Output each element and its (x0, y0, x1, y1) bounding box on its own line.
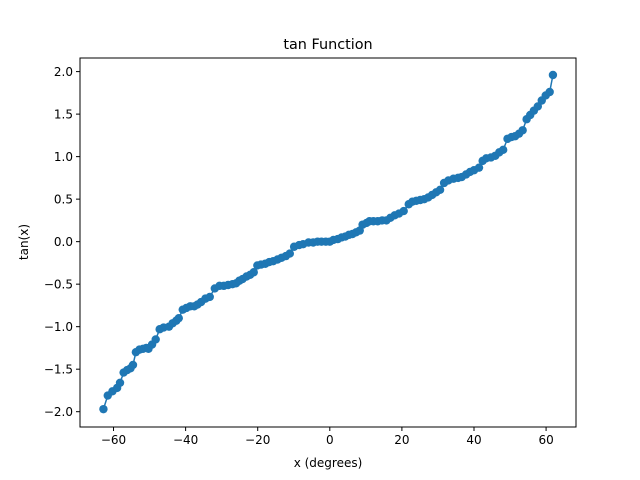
data-point (174, 313, 183, 323)
data-point (518, 126, 527, 135)
y-tick-label: 2.0 (54, 65, 73, 79)
y-tick-label: −0.5 (44, 277, 73, 291)
y-tick-label: −1.0 (44, 320, 73, 334)
data-point (115, 378, 125, 387)
y-tick-label: 1.5 (54, 107, 73, 121)
data-point (435, 185, 445, 194)
x-tick-label: 60 (538, 433, 553, 447)
y-axis-ticks: −2.0 −1.5 −1.0 −0.5 0.0 0.5 1.0 1.5 2.0 (44, 65, 80, 419)
data-point (545, 87, 554, 97)
y-tick-label: −1.5 (44, 362, 73, 376)
x-tick-label: −40 (173, 433, 198, 447)
x-tick-label: 40 (466, 433, 481, 447)
y-tick-label: 1.0 (54, 150, 73, 164)
x-axis-ticks: −60 −40 −20 0 20 40 60 (101, 427, 554, 447)
data-point (285, 249, 294, 258)
data-point (128, 360, 138, 370)
data-points-layer (99, 70, 558, 414)
data-point (474, 163, 484, 172)
data-point (151, 335, 160, 344)
data-point (99, 404, 108, 414)
chart-title: tan Function (283, 37, 372, 53)
data-point (249, 268, 258, 277)
y-tick-label: −2.0 (44, 405, 73, 419)
y-axis-label: tan(x) (17, 224, 31, 260)
data-point (205, 292, 214, 302)
data-point (399, 206, 408, 216)
data-point (533, 102, 542, 111)
y-tick-label: 0.0 (54, 235, 73, 249)
y-tick-label: 0.5 (54, 192, 73, 206)
x-tick-label: 0 (326, 433, 334, 447)
x-tick-label: −60 (101, 433, 126, 447)
x-axis-label: x (degrees) (294, 456, 363, 470)
data-point (498, 145, 508, 155)
x-tick-label: −20 (245, 433, 270, 447)
x-tick-label: 20 (394, 433, 409, 447)
plot-area-frame (79, 57, 577, 428)
data-point (548, 70, 558, 80)
